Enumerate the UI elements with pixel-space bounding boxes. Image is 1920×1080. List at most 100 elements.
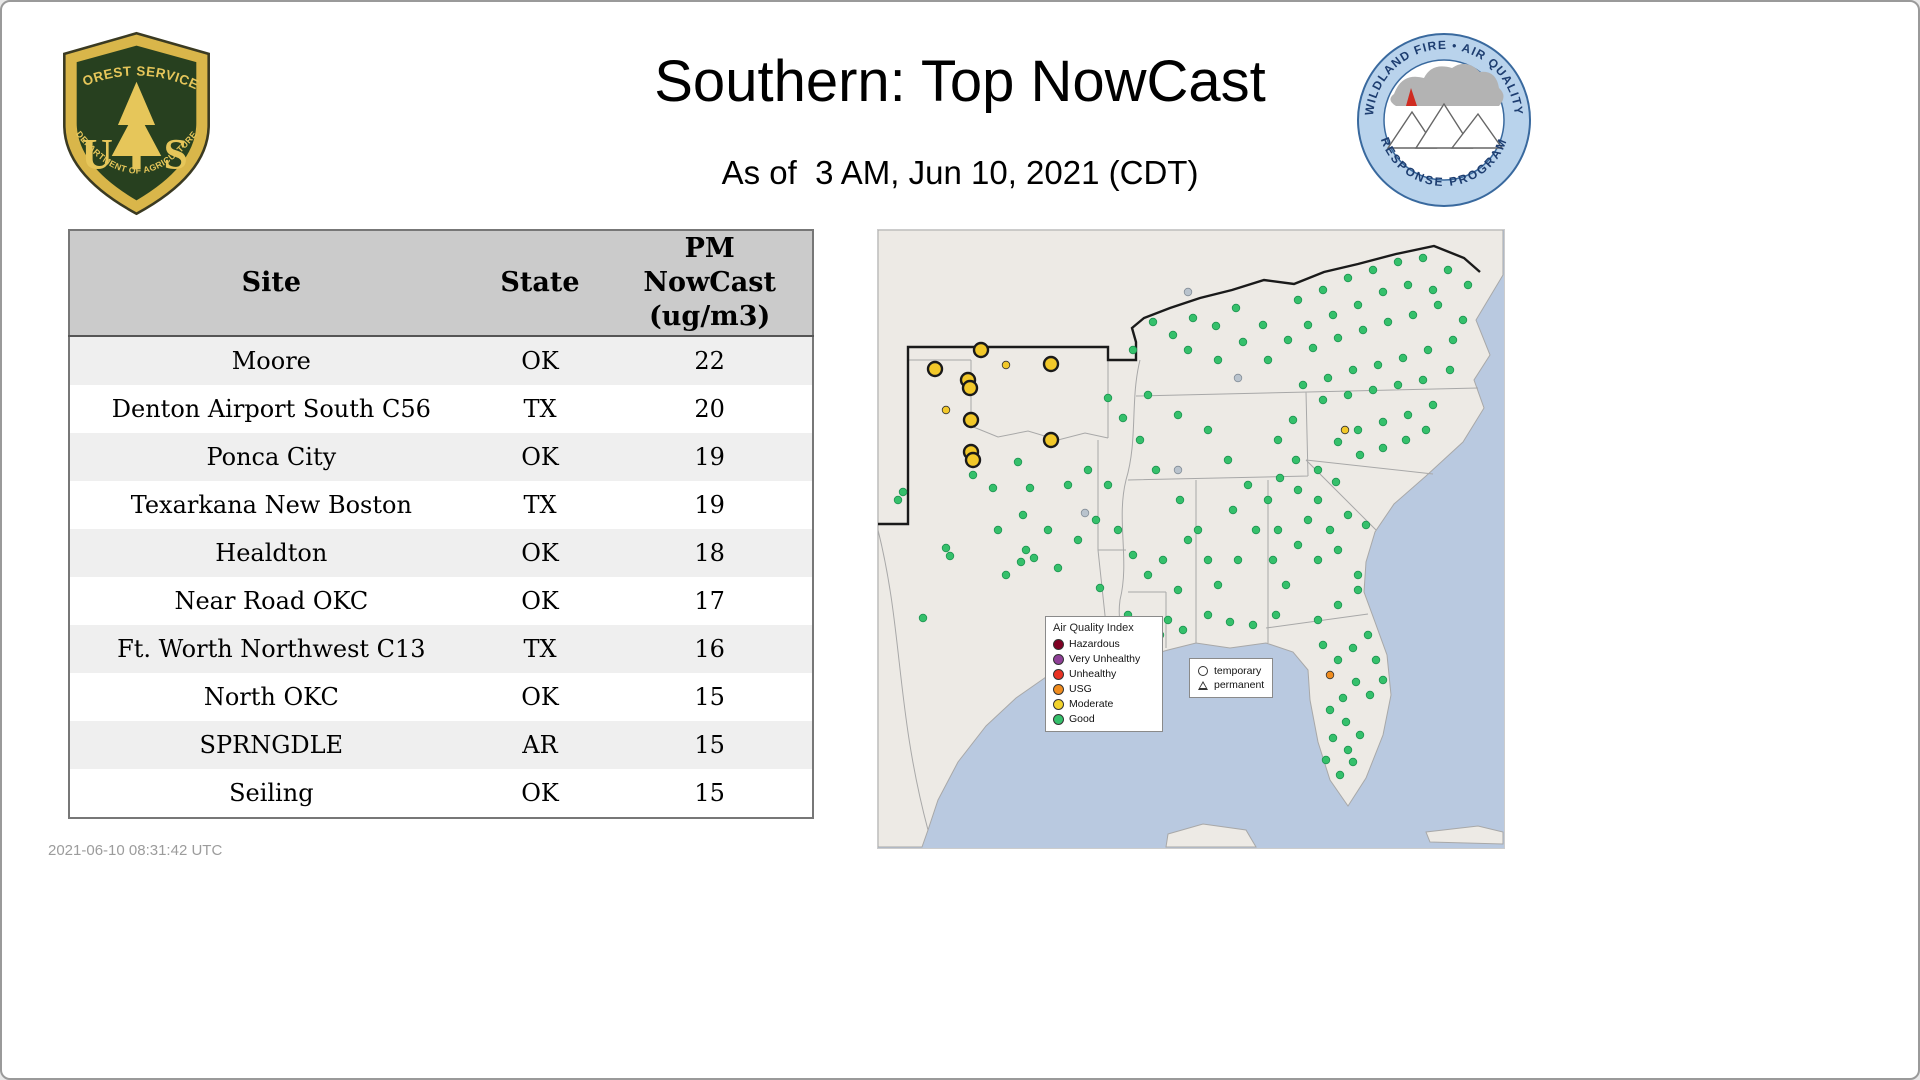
aqi-legend-label: Very Unhealthy — [1069, 653, 1141, 665]
good-marker — [1343, 273, 1353, 283]
good-marker — [1373, 360, 1383, 370]
aqi-legend-item: Hazardous — [1053, 638, 1155, 650]
good-marker — [1363, 630, 1373, 640]
good-marker — [1423, 345, 1433, 355]
good-marker — [1428, 285, 1438, 295]
wfaqrp-logo: WILDLAND FIRE • AIR QUALITY RESPONSE PRO… — [1357, 33, 1531, 207]
table-row: Ft. Worth Northwest C13 TX 16 — [69, 625, 813, 673]
good-marker — [1283, 335, 1293, 345]
good-marker — [1371, 655, 1381, 665]
column-header-pm-nowcast: PM NowCast (ug/m3) — [607, 230, 813, 337]
nodata-marker — [1080, 508, 1090, 518]
good-marker — [1458, 315, 1468, 325]
good-marker — [1358, 325, 1368, 335]
good-marker — [1128, 550, 1138, 560]
good-marker — [1113, 525, 1123, 535]
good-marker — [1173, 585, 1183, 595]
good-marker — [1248, 620, 1258, 630]
moderate-temporary-marker — [961, 379, 979, 397]
aqi-color-swatch — [1053, 698, 1064, 710]
good-marker — [1398, 353, 1408, 363]
good-marker — [1143, 390, 1153, 400]
moderate-temporary-marker — [1042, 431, 1060, 449]
nodata-marker — [1173, 465, 1183, 475]
good-marker — [1325, 525, 1335, 535]
good-marker — [1333, 333, 1343, 343]
moderate-temporary-marker — [962, 411, 980, 429]
good-marker — [1338, 693, 1348, 703]
good-marker — [1333, 437, 1343, 447]
state-cell: AR — [522, 731, 558, 759]
temporary-circle-icon — [1198, 666, 1208, 676]
nodata-marker — [1233, 373, 1243, 383]
good-marker — [1341, 717, 1351, 727]
fire-icon — [1406, 88, 1417, 106]
permanent-label: permanent — [1214, 679, 1265, 691]
good-marker — [1203, 425, 1213, 435]
good-marker — [1263, 495, 1273, 505]
aqi-legend-item: Moderate — [1053, 698, 1155, 710]
good-marker — [1308, 343, 1318, 353]
good-marker — [1143, 570, 1153, 580]
good-marker — [1318, 395, 1328, 405]
site-cell: North OKC — [203, 683, 339, 711]
usg-marker — [1325, 670, 1335, 680]
good-marker — [898, 487, 908, 497]
good-marker — [1393, 380, 1403, 390]
good-marker — [1128, 345, 1138, 355]
marker-legend-row: temporary — [1198, 665, 1264, 677]
nodata-marker — [1183, 287, 1193, 297]
state-cell: OK — [521, 779, 559, 807]
aqi-legend-title: Air Quality Index — [1053, 622, 1134, 634]
good-marker — [1383, 317, 1393, 327]
good-marker — [1378, 443, 1388, 453]
good-marker — [1393, 257, 1403, 267]
aqi-legend-label: Moderate — [1069, 698, 1114, 710]
good-marker — [1298, 380, 1308, 390]
good-marker — [1053, 563, 1063, 573]
moderate-marker — [941, 405, 951, 415]
good-marker — [1353, 425, 1363, 435]
state-cell: TX — [523, 635, 557, 663]
good-marker — [1361, 520, 1371, 530]
aqi-color-swatch — [1053, 683, 1064, 695]
map-markers — [893, 253, 1473, 780]
aqi-color-swatch — [1053, 638, 1064, 650]
table-row: Texarkana New Boston TX 19 — [69, 481, 813, 529]
good-marker — [1365, 690, 1375, 700]
good-marker — [1355, 730, 1365, 740]
good-marker — [968, 470, 978, 480]
good-marker — [1418, 253, 1428, 263]
state-cell: OK — [521, 347, 559, 375]
site-cell: Texarkana New Boston — [130, 491, 412, 519]
nowcast-table-container: Site State PM NowCast (ug/m3) Moore OK 22 D… — [68, 229, 814, 819]
aqi-legend-items: Hazardous Very Unhealthy Unhealthy USG Moder… — [1053, 638, 1155, 725]
good-marker — [1148, 317, 1158, 327]
temporary-label: temporary — [1214, 665, 1262, 677]
region-border — [878, 244, 1481, 526]
good-marker — [1303, 320, 1313, 330]
good-marker — [1318, 640, 1328, 650]
good-marker — [1273, 435, 1283, 445]
aqi-legend-item: Unhealthy — [1053, 668, 1155, 680]
good-marker — [1293, 540, 1303, 550]
good-marker — [1228, 505, 1238, 515]
good-marker — [1251, 525, 1261, 535]
good-marker — [1231, 303, 1241, 313]
value-cell: 18 — [694, 539, 725, 567]
marker-type-legend: temporary permanent — [1189, 658, 1274, 698]
aqi-legend-item: Very Unhealthy — [1053, 653, 1155, 665]
good-marker — [1175, 495, 1185, 505]
table-row: Seiling OK 15 — [69, 769, 813, 818]
yucatan-land — [1165, 823, 1257, 848]
value-cell: 15 — [694, 683, 725, 711]
table-header-row: Site State PM NowCast (ug/m3) — [69, 230, 813, 337]
moderate-temporary-marker — [964, 451, 982, 469]
good-marker — [1445, 365, 1455, 375]
table-row: Near Road OKC OK 17 — [69, 577, 813, 625]
table-row: Moore OK 22 — [69, 336, 813, 385]
good-marker — [1268, 555, 1278, 565]
good-marker — [1378, 417, 1388, 427]
good-marker — [1016, 557, 1026, 567]
